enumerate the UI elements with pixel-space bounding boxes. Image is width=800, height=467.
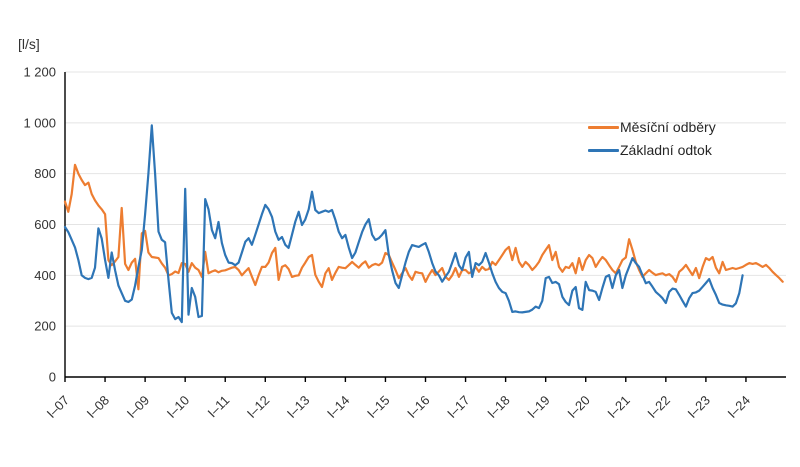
- y-axis-tick-labels: 0 200 400 600 800 1 000 1 200: [23, 65, 56, 385]
- y-tick-label: 400: [34, 268, 56, 283]
- x-axis-tick-labels: I–07 I–08 I–09 I–10 I–11 I–12 I–13 I–14 I–15 I–16…: [44, 393, 753, 422]
- y-tick-label: 0: [49, 370, 56, 385]
- x-tick-label: I–07: [44, 393, 73, 422]
- y-tick-label: 200: [34, 319, 56, 334]
- x-tick-label: I–22: [644, 393, 673, 422]
- legend-swatch-blue: [588, 148, 619, 152]
- x-tick-label: I–19: [524, 393, 553, 422]
- x-tick-label: I–18: [484, 393, 513, 422]
- legend: Měsíční odběry Základní odtok: [588, 119, 716, 158]
- legend-swatch-orange: [588, 125, 619, 129]
- x-tick-label: I–15: [364, 393, 393, 422]
- legend-label: Měsíční odběry: [620, 119, 716, 135]
- x-tick-label: I–21: [604, 393, 633, 422]
- y-tick-label: 1 000: [23, 115, 56, 130]
- y-tick-label: 1 200: [23, 65, 56, 80]
- y-tick-label: 800: [34, 166, 56, 181]
- x-tick-label: I–23: [685, 393, 714, 422]
- series-line-0: [63, 163, 784, 291]
- x-tick-label: I–08: [84, 393, 113, 422]
- series-line-1: [63, 124, 744, 324]
- x-tick-label: I–24: [725, 393, 754, 422]
- x-tick-label: I–20: [564, 393, 593, 422]
- x-tick-label: I–14: [324, 393, 353, 422]
- axes: [64, 72, 786, 382]
- x-tick-label: I–09: [124, 393, 153, 422]
- y-tick-label: 600: [34, 217, 56, 232]
- x-tick-label: I–11: [205, 393, 233, 421]
- gridlines: [65, 71, 786, 327]
- x-tick-label: I–12: [244, 393, 273, 422]
- x-tick-label: I–10: [164, 393, 193, 422]
- legend-item-mesicni-odbery[interactable]: Měsíční odběry: [588, 119, 716, 135]
- legend-label: Základní odtok: [620, 142, 712, 158]
- x-tick-label: I–17: [444, 393, 473, 422]
- y-axis-unit-label: [l/s]: [18, 36, 40, 52]
- series-lines: [63, 124, 784, 324]
- x-tick-label: I–13: [284, 393, 313, 422]
- legend-item-zakladni-odtok[interactable]: Základní odtok: [588, 142, 716, 158]
- x-tick-label: I–16: [404, 393, 433, 422]
